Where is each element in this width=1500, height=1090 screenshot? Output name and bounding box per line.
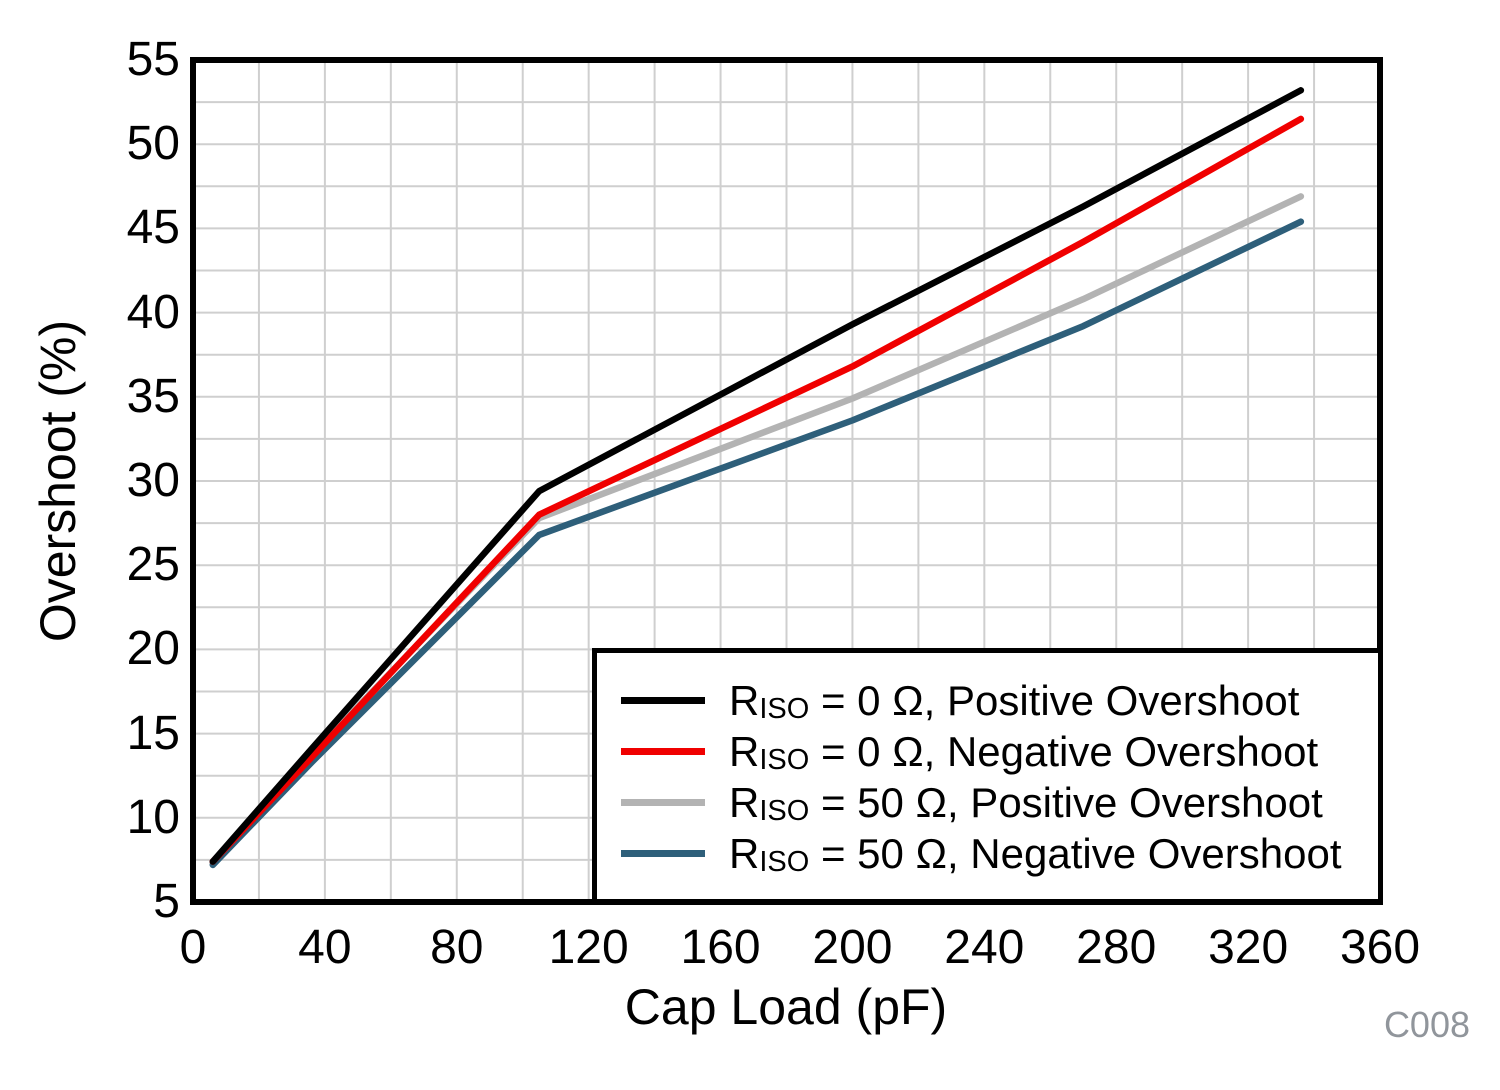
- y-axis-title: Overshoot (%): [30, 319, 86, 643]
- x-tick-label: 320: [1208, 921, 1289, 974]
- y-tick-label: 45: [126, 201, 180, 255]
- x-tick-label: 0: [179, 921, 207, 974]
- x-tick-label: 280: [1076, 921, 1157, 974]
- legend: RISO = 0 Ω, Positive Overshoot RISO = 0 Ω…: [592, 648, 1383, 904]
- x-tick-label: 40: [298, 921, 352, 974]
- y-tick-label: 5: [153, 875, 180, 928]
- series-line-1: [209, 115, 1305, 865]
- x-axis-title: Cap Load (pF): [624, 979, 948, 1035]
- legend-item: RISO = 0 Ω, Negative Overshoot: [621, 726, 1378, 777]
- y-tick-label: 15: [126, 706, 180, 760]
- legend-swatch: [621, 748, 705, 755]
- x-tick-label: 80: [430, 921, 484, 974]
- x-tick-label: 360: [1339, 921, 1421, 974]
- legend-label: RISO = 0 Ω, Positive Overshoot: [729, 676, 1300, 726]
- y-tick-label: 30: [126, 454, 180, 507]
- y-tick-label: 40: [126, 285, 180, 339]
- y-tick-label: 35: [126, 369, 180, 423]
- y-tick-label: 25: [126, 538, 180, 592]
- legend-swatch: [621, 697, 705, 704]
- x-tick-label: 120: [548, 921, 629, 974]
- x-tick-label: 200: [812, 921, 893, 974]
- legend-item: RISO = 50 Ω, Positive Overshoot: [621, 777, 1378, 828]
- legend-label: RISO = 50 Ω, Negative Overshoot: [729, 829, 1342, 879]
- legend-label: RISO = 0 Ω, Negative Overshoot: [729, 727, 1319, 777]
- series-line-3: [209, 218, 1305, 869]
- legend-label: RISO = 50 Ω, Positive Overshoot: [729, 778, 1323, 828]
- legend-swatch: [621, 850, 705, 857]
- x-tick-label: 240: [944, 921, 1025, 974]
- y-tick-label: 55: [126, 33, 180, 86]
- series-line-0: [209, 87, 1305, 865]
- x-tick-label: 160: [680, 921, 761, 974]
- legend-swatch: [621, 799, 705, 806]
- y-tick-label: 10: [126, 790, 180, 844]
- chart-code-label: C008: [1383, 1004, 1470, 1045]
- legend-item: RISO = 50 Ω, Negative Overshoot: [621, 828, 1378, 879]
- legend-item: RISO = 0 Ω, Positive Overshoot: [621, 675, 1378, 726]
- y-tick-label: 50: [126, 117, 180, 171]
- y-tick-label: 20: [126, 622, 180, 676]
